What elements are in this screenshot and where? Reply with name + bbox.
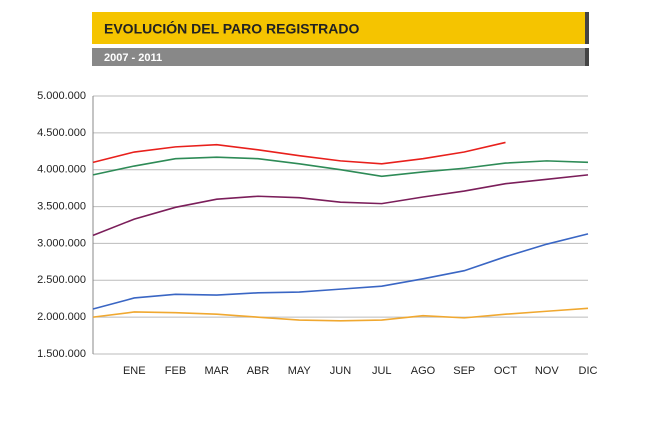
series-line <box>92 307 589 322</box>
x-tick-label: OCT <box>494 365 518 377</box>
x-tick-label: FEB <box>165 365 186 377</box>
chart-title: EVOLUCIÓN DEL PARO REGISTRADO <box>104 20 360 37</box>
y-tick-label: 2.500.000 <box>37 274 86 286</box>
subtitle-bar <box>92 48 585 66</box>
x-tick-label: NOV <box>535 365 560 377</box>
series-line <box>92 174 589 237</box>
series-line <box>92 141 506 165</box>
x-tick-label: ENE <box>123 365 146 377</box>
x-tick-label: JUL <box>372 365 392 377</box>
chart-subtitle: 2007 - 2011 <box>104 52 162 64</box>
x-tick-label: MAY <box>288 365 312 377</box>
x-tick-label: DIC <box>579 365 598 377</box>
x-tick-label: MAR <box>205 365 230 377</box>
title-bar <box>92 12 585 44</box>
subtitle-bar-shadow <box>585 48 589 66</box>
y-tick-label: 2.000.000 <box>37 311 86 323</box>
series-line <box>92 156 589 178</box>
title-bar-shadow <box>585 12 589 44</box>
x-tick-label: ABR <box>247 365 270 377</box>
y-tick-label: 5.000.000 <box>37 90 86 102</box>
y-tick-label: 4.500.000 <box>37 127 86 139</box>
y-tick-label: 4.000.000 <box>37 164 86 176</box>
y-tick-label: 3.500.000 <box>37 200 86 212</box>
y-tick-label: 3.000.000 <box>37 237 86 249</box>
y-tick-label: 1.500.000 <box>37 348 86 360</box>
x-tick-label: JUN <box>330 365 351 377</box>
x-tick-label: AGO <box>411 365 436 377</box>
x-tick-label: SEP <box>453 365 475 377</box>
series-line <box>92 233 589 310</box>
